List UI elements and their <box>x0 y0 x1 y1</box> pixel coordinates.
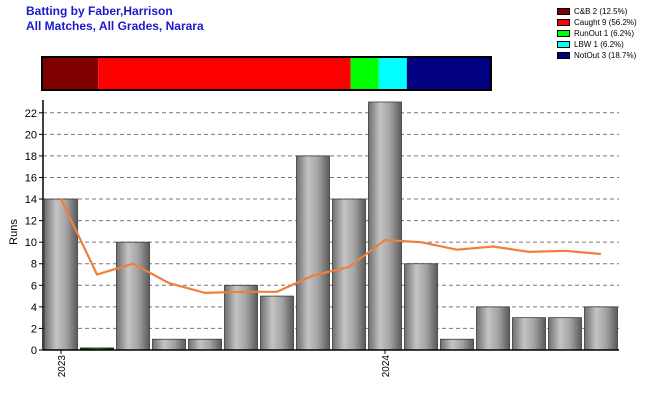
y-tick-label-14: 14 <box>25 194 37 206</box>
strip-border <box>41 56 492 91</box>
strip-segment-caught <box>98 57 351 90</box>
strip-segment-runout <box>350 57 379 90</box>
bar-11 <box>404 263 438 351</box>
legend-item-notout: NotOut 3 (18.7%) <box>557 50 637 61</box>
y-tick-label-18: 18 <box>25 151 37 163</box>
bar-14 <box>512 317 546 351</box>
bar-5 <box>188 338 222 351</box>
bar-9 <box>332 198 366 351</box>
chart-subtitle: All Matches, All Grades, Narara <box>26 19 204 33</box>
y-tick-label-2: 2 <box>31 323 37 335</box>
chart-title: Batting by Faber,Harrison <box>26 4 173 18</box>
legend-label-lbw: LBW 1 (6.2%) <box>574 40 624 49</box>
legend-swatch-runout <box>557 30 570 37</box>
legend-label-notout: NotOut 3 (18.7%) <box>574 51 637 60</box>
y-tick-label-22: 22 <box>25 108 37 120</box>
y-tick-label-0: 0 <box>31 345 37 357</box>
strip-segment-notout <box>406 57 491 90</box>
legend-swatch-lbw <box>557 41 570 48</box>
bar-3 <box>116 241 150 351</box>
bar-15 <box>548 317 582 351</box>
dismissal-strip <box>41 56 492 91</box>
legend-label-cb: C&B 2 (12.5%) <box>574 7 628 16</box>
legend-label-caught: Caught 9 (56.2%) <box>574 18 637 27</box>
strip-segment-lbw <box>378 57 407 90</box>
legend: C&B 2 (12.5%) Caught 9 (56.2%) RunOut 1 … <box>557 6 637 61</box>
bar-16 <box>584 306 618 351</box>
x-tick-label-2023: 2023 <box>57 355 68 378</box>
x-tick-label-2024: 2024 <box>381 355 392 378</box>
legend-label-runout: RunOut 1 (6.2%) <box>574 29 635 38</box>
bar-10 <box>368 101 402 351</box>
grid-lines <box>43 112 619 329</box>
legend-swatch-caught <box>557 19 570 26</box>
legend-item-lbw: LBW 1 (6.2%) <box>557 39 637 50</box>
bars-group <box>44 101 618 351</box>
y-tick-label-16: 16 <box>25 172 37 184</box>
average-line <box>60 198 602 295</box>
y-axis-label: Runs <box>8 219 20 245</box>
legend-item-caught: Caught 9 (56.2%) <box>557 17 637 28</box>
legend-swatch-notout <box>557 52 570 59</box>
bar-7 <box>260 295 294 351</box>
legend-item-cb: C&B 2 (12.5%) <box>557 6 637 17</box>
legend-item-runout: RunOut 1 (6.2%) <box>557 28 637 39</box>
y-tick-label-10: 10 <box>25 237 37 249</box>
y-tick-label-12: 12 <box>25 216 37 228</box>
y-tick-label-20: 20 <box>25 129 37 141</box>
average-line-group <box>60 198 602 295</box>
legend-swatch-cb <box>557 8 570 15</box>
y-tick-label-6: 6 <box>31 280 37 292</box>
bar-13 <box>476 306 510 351</box>
bar-6 <box>224 284 258 351</box>
y-tick-label-8: 8 <box>31 259 37 271</box>
strip-segment-cb <box>42 57 99 90</box>
bar-12 <box>440 338 474 351</box>
y-tick-label-4: 4 <box>31 302 37 314</box>
bar-4 <box>152 338 186 351</box>
bar-8 <box>296 155 330 351</box>
